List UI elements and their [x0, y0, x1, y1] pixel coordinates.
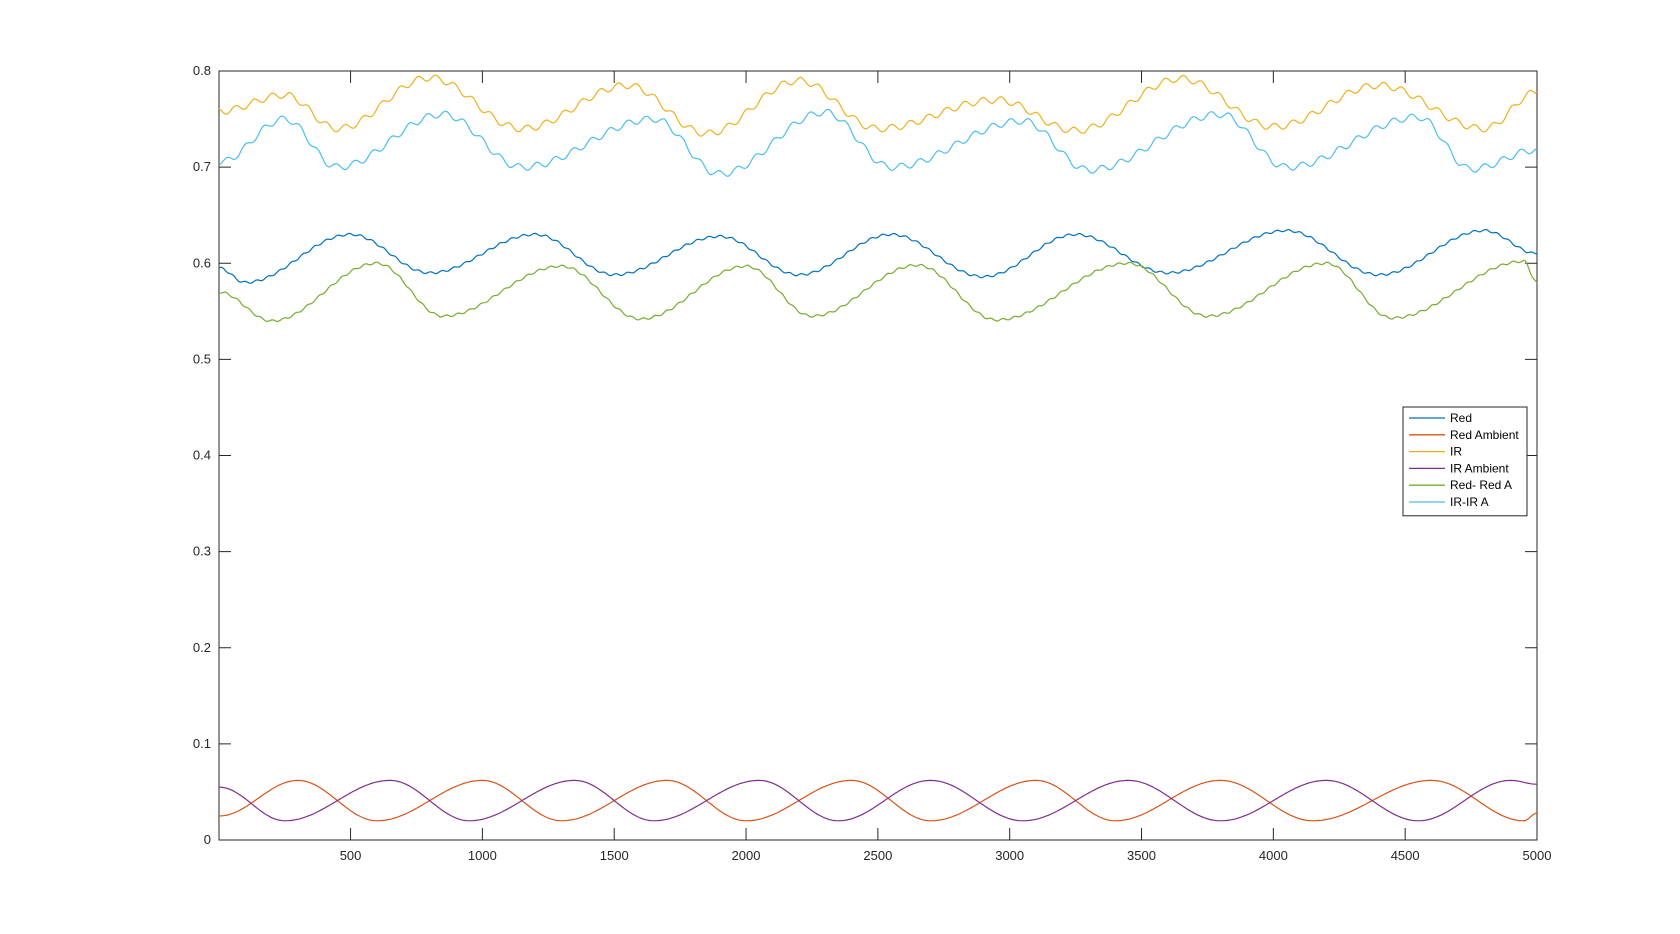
axes-frame — [218, 70, 1538, 841]
y-tick-label: 0.1 — [193, 736, 211, 751]
y-axis: 0 0.1 0.2 0.3 0.4 0.5 0.6 0.7 0.8 — [193, 63, 1537, 847]
y-tick-label: 0.4 — [193, 448, 211, 463]
x-tick-label: 2000 — [732, 848, 761, 863]
series-line-ir-ambient — [218, 779, 1537, 822]
y-tick-label: 0.8 — [193, 63, 211, 78]
x-tick-label: 1500 — [600, 848, 629, 863]
legend-box — [1402, 406, 1528, 517]
legend-label: Red- Red A — [1450, 478, 1512, 492]
legend-label: IR-IR A — [1450, 495, 1489, 509]
legend-label: Red — [1450, 411, 1472, 425]
x-tick-label: 4500 — [1391, 848, 1420, 863]
series-layer — [218, 74, 1538, 822]
x-tick-label: 3000 — [995, 848, 1024, 863]
series-line-red — [218, 228, 1538, 284]
legend-label: Red Ambient — [1450, 428, 1519, 442]
y-tick-label: 0.6 — [193, 255, 211, 270]
series-line-red-red-a — [218, 259, 1538, 323]
series-line-ir — [218, 74, 1538, 137]
legend-label: IR — [1450, 445, 1462, 459]
legend: Red Red Ambient IR IR Ambient Red- Red A IR-I… — [1402, 406, 1528, 517]
x-tick-label: 5000 — [1523, 848, 1552, 863]
y-tick-label: 0.5 — [193, 351, 211, 366]
x-tick-label: 2500 — [863, 848, 892, 863]
x-tick-label: 4000 — [1259, 848, 1288, 863]
y-tick-label: 0.2 — [193, 640, 211, 655]
x-tick-label: 1000 — [468, 848, 497, 863]
x-tick-label: 3500 — [1127, 848, 1156, 863]
series-line-red-ambient — [218, 779, 1538, 822]
y-tick-label: 0 — [204, 832, 211, 847]
x-tick-label: 500 — [340, 848, 362, 863]
y-tick-label: 0.7 — [193, 159, 211, 174]
x-axis: 500 1000 1500 2000 2500 3000 3500 4000 4500 5000 — [340, 71, 1552, 863]
legend-label: IR Ambient — [1450, 461, 1509, 475]
plot-area — [218, 70, 1538, 841]
series-line-ir-ir-a — [218, 108, 1538, 177]
y-tick-label: 0.3 — [193, 544, 211, 559]
